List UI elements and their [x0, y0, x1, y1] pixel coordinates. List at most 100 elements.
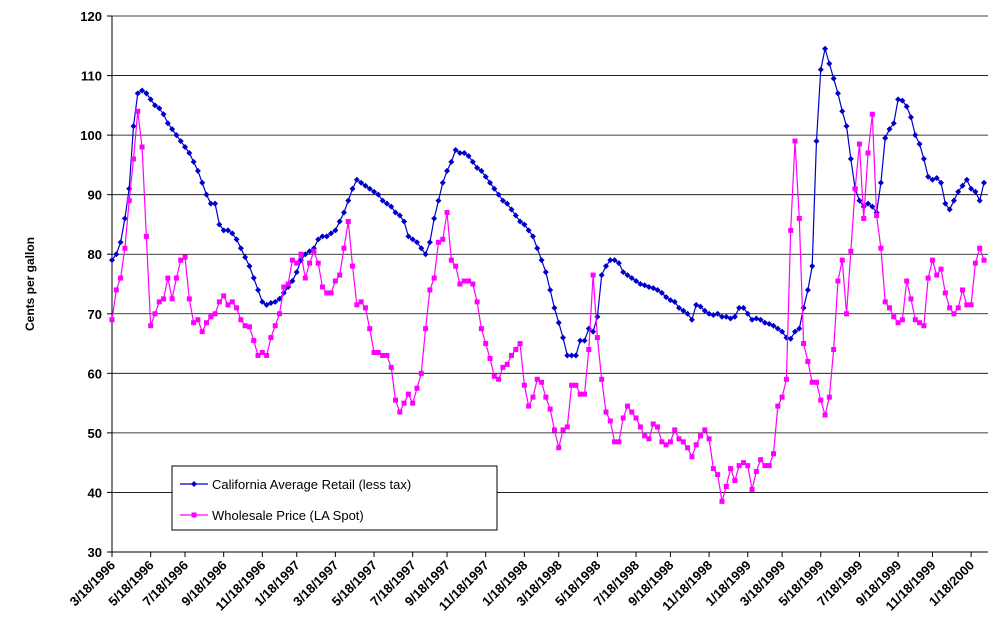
point	[148, 323, 154, 329]
point	[426, 239, 433, 246]
point	[599, 376, 605, 382]
y-tick-label: 90	[88, 188, 102, 203]
point	[469, 158, 476, 165]
point	[353, 176, 360, 183]
point	[710, 311, 717, 318]
legend-box	[171, 465, 498, 531]
point	[328, 290, 334, 296]
point	[869, 111, 875, 117]
point	[388, 203, 395, 210]
point	[950, 197, 957, 204]
point	[572, 352, 579, 359]
point	[547, 406, 553, 412]
point	[745, 463, 751, 469]
point	[813, 379, 819, 385]
point	[281, 284, 287, 290]
point	[362, 182, 369, 189]
point	[444, 167, 451, 174]
point	[538, 257, 545, 264]
point	[182, 144, 189, 151]
legend-label: Wholesale Price (LA Spot)	[212, 508, 364, 523]
point	[796, 325, 803, 332]
point	[178, 257, 184, 263]
point	[878, 245, 884, 251]
point	[925, 173, 932, 180]
point	[718, 313, 725, 320]
point	[264, 352, 270, 358]
point	[336, 218, 343, 225]
point	[195, 317, 201, 323]
point	[289, 257, 295, 263]
point	[753, 469, 759, 475]
point	[340, 209, 347, 216]
point	[341, 245, 347, 251]
point	[907, 114, 914, 121]
point	[530, 394, 536, 400]
point	[152, 311, 158, 317]
point	[607, 418, 613, 424]
point	[633, 278, 640, 285]
point	[607, 257, 614, 264]
point	[289, 278, 296, 285]
point	[658, 289, 665, 296]
point	[452, 147, 459, 153]
point	[487, 179, 494, 186]
point	[229, 299, 235, 305]
point	[169, 126, 176, 133]
point	[362, 305, 368, 311]
point	[938, 179, 945, 186]
point	[156, 105, 163, 112]
point	[740, 460, 746, 466]
point	[706, 310, 713, 317]
point	[770, 322, 777, 329]
point	[482, 173, 489, 180]
point	[393, 397, 399, 403]
point	[126, 185, 133, 192]
point	[564, 352, 571, 359]
point	[405, 391, 411, 397]
point	[723, 483, 729, 489]
point	[186, 149, 193, 156]
point	[921, 323, 927, 329]
point	[199, 179, 206, 186]
point	[831, 347, 837, 353]
point	[302, 251, 309, 258]
point	[199, 329, 205, 335]
point	[410, 400, 416, 406]
point	[466, 278, 472, 284]
point	[749, 316, 756, 323]
point	[461, 149, 468, 156]
point	[358, 299, 364, 305]
point	[848, 248, 854, 254]
point	[834, 90, 841, 97]
point	[375, 349, 381, 355]
point	[744, 310, 751, 317]
point	[977, 245, 983, 251]
point	[818, 397, 824, 403]
point	[440, 236, 446, 242]
point	[160, 111, 167, 118]
point	[165, 275, 171, 281]
point	[788, 227, 794, 233]
point	[650, 421, 656, 427]
point	[499, 197, 506, 204]
point	[891, 314, 897, 320]
point	[358, 179, 365, 186]
point	[495, 191, 502, 198]
point	[177, 138, 184, 145]
point	[478, 326, 484, 332]
point	[800, 304, 807, 311]
point	[259, 298, 266, 305]
point	[143, 233, 149, 239]
point	[306, 248, 313, 255]
point	[791, 328, 798, 335]
point	[242, 323, 248, 329]
point	[332, 278, 338, 284]
point	[208, 314, 214, 320]
point	[942, 290, 948, 296]
point	[736, 463, 742, 469]
point	[603, 409, 609, 415]
point	[882, 299, 888, 305]
point	[560, 334, 567, 341]
y-tick-label: 120	[80, 9, 102, 24]
